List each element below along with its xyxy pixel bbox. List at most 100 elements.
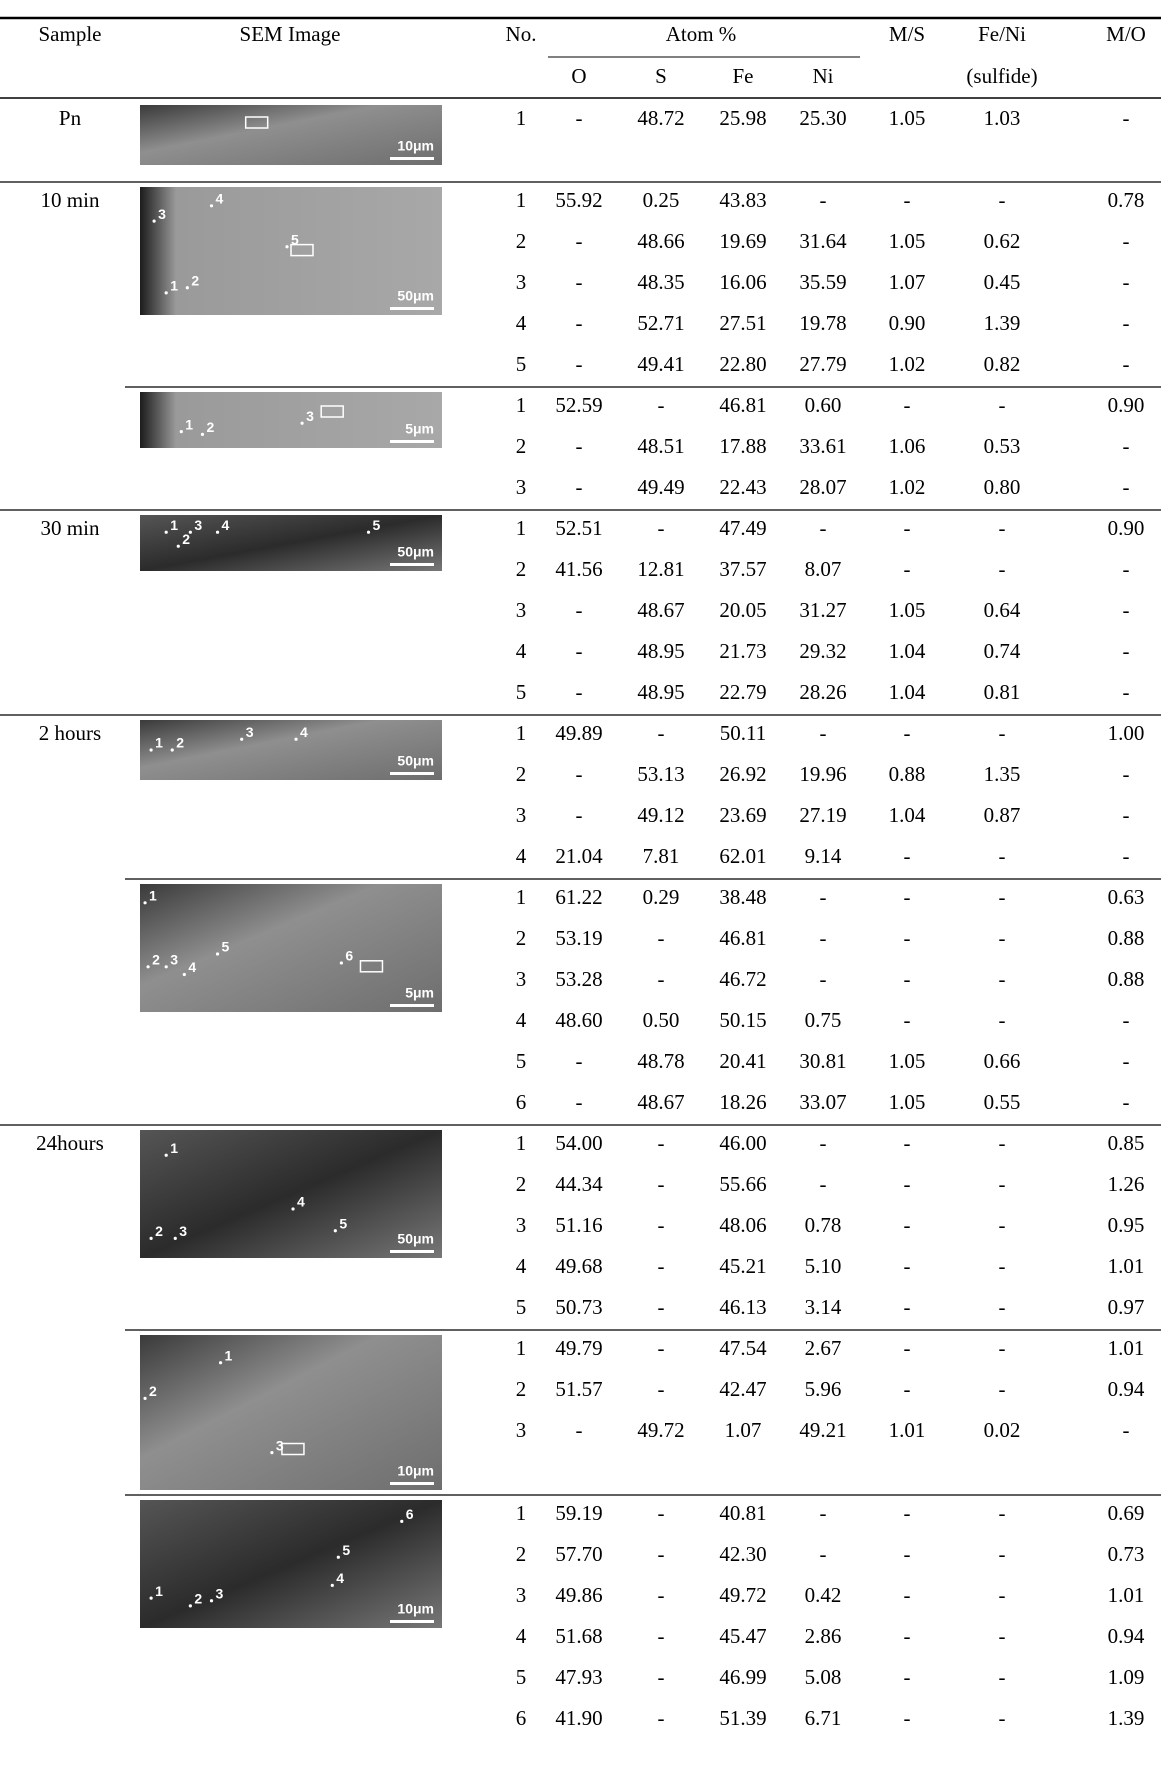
header-sample: Sample — [39, 22, 102, 46]
cell: 5.96 — [805, 1377, 842, 1401]
cell: 54.00 — [555, 1131, 602, 1155]
cell: - — [904, 1665, 911, 1689]
point-marker — [171, 748, 174, 751]
point-marker — [177, 545, 180, 548]
point-no: 2 — [516, 557, 527, 581]
cell: - — [904, 844, 911, 868]
cell: 0.60 — [805, 393, 842, 417]
cell: 41.90 — [555, 1706, 602, 1730]
cell: - — [999, 557, 1006, 581]
point-marker — [146, 965, 149, 968]
point-marker — [174, 1237, 177, 1240]
cell: - — [658, 1131, 665, 1155]
cell: 49.21 — [799, 1418, 846, 1442]
cell: 43.83 — [719, 188, 766, 212]
cell: 0.94 — [1108, 1624, 1145, 1648]
cell: 0.82 — [984, 352, 1021, 376]
point-marker — [150, 1237, 153, 1240]
cell: - — [904, 926, 911, 950]
point-label: 2 — [149, 1383, 157, 1399]
cell: 48.06 — [719, 1213, 766, 1237]
cell: - — [1123, 270, 1130, 294]
cell: 19.69 — [719, 229, 766, 253]
cell: 0.85 — [1108, 1131, 1145, 1155]
cell: 52.59 — [555, 393, 602, 417]
point-marker — [143, 1397, 146, 1400]
cell: 0.45 — [984, 270, 1021, 294]
cell: - — [658, 516, 665, 540]
cell: - — [1123, 1008, 1130, 1032]
cell: - — [820, 188, 827, 212]
cell: - — [658, 1295, 665, 1319]
point-marker — [201, 433, 204, 436]
cell: 0.64 — [984, 598, 1021, 622]
point-label: 2 — [152, 952, 160, 968]
cell: - — [576, 803, 583, 827]
cell: - — [904, 1377, 911, 1401]
cell: - — [658, 1542, 665, 1566]
cell: - — [904, 516, 911, 540]
cell: 28.07 — [799, 475, 846, 499]
cell: 1.01 — [1108, 1254, 1145, 1278]
cell: - — [576, 475, 583, 499]
point-label: 1 — [185, 416, 193, 432]
point-label: 3 — [158, 206, 166, 222]
point-marker — [153, 220, 156, 223]
cell: 49.72 — [719, 1583, 766, 1607]
cell: 49.86 — [555, 1583, 602, 1607]
cell: - — [999, 1131, 1006, 1155]
cell: - — [576, 352, 583, 376]
scale-bar — [390, 563, 434, 566]
cell: 1.00 — [1108, 721, 1145, 745]
cell: - — [904, 721, 911, 745]
point-no: 4 — [516, 844, 527, 868]
cell: 52.71 — [637, 311, 684, 335]
point-label: 2 — [176, 735, 184, 751]
cell: - — [999, 1542, 1006, 1566]
cell: 27.79 — [799, 352, 846, 376]
cell: - — [1123, 475, 1130, 499]
cell: - — [820, 885, 827, 909]
cell: - — [904, 967, 911, 991]
cell: - — [820, 1172, 827, 1196]
point-marker — [337, 1556, 340, 1559]
cell: 1.01 — [1108, 1583, 1145, 1607]
cell: 0.55 — [984, 1090, 1021, 1114]
cell: 53.19 — [555, 926, 602, 950]
cell: 57.70 — [555, 1542, 602, 1566]
cell: 5.10 — [805, 1254, 842, 1278]
scale-bar — [390, 440, 434, 443]
point-label: 2 — [194, 1591, 202, 1607]
cell: 12.81 — [637, 557, 684, 581]
sem-image — [140, 884, 442, 1012]
cell: 1.02 — [889, 475, 926, 499]
cell: 0.88 — [1108, 926, 1145, 950]
cell: 46.13 — [719, 1295, 766, 1319]
point-no: 4 — [516, 1624, 527, 1648]
point-no: 4 — [516, 639, 527, 663]
scale-bar — [390, 772, 434, 775]
cell: 0.94 — [1108, 1377, 1145, 1401]
cell: 1.05 — [889, 1049, 926, 1073]
cell: 48.51 — [637, 434, 684, 458]
point-marker — [240, 738, 243, 741]
point-no: 4 — [516, 1008, 527, 1032]
point-marker — [150, 748, 153, 751]
cell: - — [904, 1624, 911, 1648]
cell: 45.21 — [719, 1254, 766, 1278]
cell: 20.05 — [719, 598, 766, 622]
cell: - — [576, 311, 583, 335]
point-no: 3 — [516, 475, 527, 499]
point-label: 4 — [188, 959, 196, 975]
cell: - — [904, 1336, 911, 1360]
point-label: 1 — [170, 517, 178, 533]
cell: - — [999, 1583, 1006, 1607]
cell: - — [999, 393, 1006, 417]
point-marker — [183, 973, 186, 976]
cell: 51.39 — [719, 1706, 766, 1730]
cell: 31.64 — [799, 229, 847, 253]
cell: 33.61 — [799, 434, 846, 458]
point-no: 1 — [516, 1336, 527, 1360]
cell: - — [904, 1008, 911, 1032]
point-marker — [301, 422, 304, 425]
